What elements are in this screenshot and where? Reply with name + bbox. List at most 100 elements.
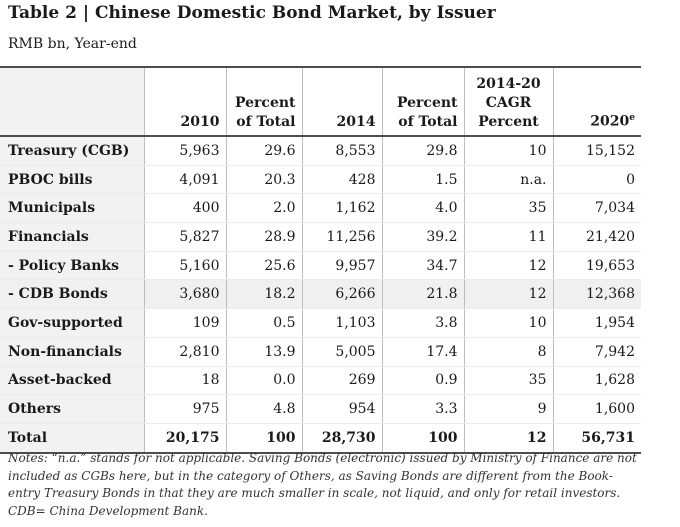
percent-2010: 4.8 — [226, 394, 303, 424]
table-row: Asset-backed 18 0.0 269 0.9 35 1,628 — [0, 366, 641, 396]
value-2010: 20,175 — [144, 422, 227, 454]
value-2014: 5,005 — [302, 337, 383, 367]
value-2020: 1,600 — [553, 394, 641, 424]
value-2010: 109 — [144, 308, 227, 338]
header-issuer — [0, 66, 145, 137]
row-label: Municipals — [0, 193, 145, 224]
value-2020: 21,420 — [553, 222, 641, 252]
value-2010: 975 — [144, 394, 227, 424]
percent-2014: 39.2 — [382, 222, 465, 252]
percent-2010: 28.9 — [226, 222, 303, 252]
value-2020: 56,731 — [553, 422, 641, 454]
value-2014: 954 — [302, 394, 383, 424]
value-2010: 2,810 — [144, 337, 227, 367]
value-2014: 1,162 — [302, 193, 383, 224]
value-2020: 7,034 — [553, 193, 641, 224]
value-2020: 7,942 — [553, 337, 641, 367]
table-row: Total 20,175 100 28,730 100 12 56,731 — [0, 422, 641, 454]
percent-2010: 18.2 — [226, 279, 303, 310]
table-row: Financials 5,827 28.9 11,256 39.2 11 21,420 — [0, 222, 641, 252]
value-2010: 5,160 — [144, 251, 227, 281]
header-row: 2010 Percent of Total 2014 Percent of Tota… — [0, 66, 641, 137]
cagr-value: 8 — [464, 337, 554, 367]
percent-2010: 20.3 — [226, 165, 303, 195]
value-2020: 1,628 — [553, 366, 641, 396]
value-2014: 28,730 — [302, 422, 383, 454]
value-2020: 1,954 — [553, 308, 641, 338]
table-row: Treasury (CGB) 5,963 29.6 8,553 29.8 10 15,152 — [0, 136, 641, 166]
header-2014: 2014 — [302, 66, 383, 137]
percent-2014: 34.7 — [382, 251, 465, 281]
row-label: - CDB Bonds — [0, 279, 145, 310]
value-2010: 18 — [144, 366, 227, 396]
value-2014: 428 — [302, 165, 383, 195]
value-2020: 0 — [553, 165, 641, 195]
cagr-value: 11 — [464, 222, 554, 252]
value-2010: 5,827 — [144, 222, 227, 252]
row-label: Non-financials — [0, 337, 145, 367]
value-2020: 12,368 — [553, 279, 641, 310]
value-2010: 3,680 — [144, 279, 227, 310]
cagr-value: 12 — [464, 422, 554, 454]
table-notes: Notes: “n.a.” stands for not applicable.… — [8, 451, 637, 518]
cagr-value: 9 — [464, 394, 554, 424]
value-2014: 11,256 — [302, 222, 383, 252]
cagr-value: 35 — [464, 193, 554, 224]
table-row: - Policy Banks 5,160 25.6 9,957 34.7 12 19,653 — [0, 251, 641, 281]
row-label: Others — [0, 394, 145, 424]
percent-2014: 100 — [382, 422, 465, 454]
table-row: Non-financials 2,810 13.9 5,005 17.4 8 7,942 — [0, 337, 641, 367]
value-2014: 269 — [302, 366, 383, 396]
percent-2014: 0.9 — [382, 366, 465, 396]
cagr-value: 10 — [464, 136, 554, 166]
cagr-value: 10 — [464, 308, 554, 338]
header-2020: 2020e — [553, 66, 641, 137]
header-cagr: 2014-20 CAGR Percent — [464, 66, 554, 137]
table-title: Table 2 | Chinese Domestic Bond Market, … — [8, 3, 496, 23]
row-label: PBOC bills — [0, 165, 145, 195]
value-2010: 400 — [144, 193, 227, 224]
table-row: Municipals 400 2.0 1,162 4.0 35 7,034 — [0, 193, 641, 224]
cagr-value: 12 — [464, 251, 554, 281]
percent-2010: 25.6 — [226, 251, 303, 281]
row-label: Financials — [0, 222, 145, 252]
row-label: Total — [0, 422, 145, 454]
percent-2014: 29.8 — [382, 136, 465, 166]
cagr-value: n.a. — [464, 165, 554, 195]
cagr-value: 35 — [464, 366, 554, 396]
cagr-value: 12 — [464, 279, 554, 310]
percent-2010: 29.6 — [226, 136, 303, 166]
percent-2014: 4.0 — [382, 193, 465, 224]
row-label: Treasury (CGB) — [0, 136, 145, 166]
percent-2014: 17.4 — [382, 337, 465, 367]
header-percent-2014: Percent of Total — [382, 66, 465, 137]
row-label: - Policy Banks — [0, 251, 145, 281]
row-label: Gov-supported — [0, 308, 145, 338]
value-2014: 6,266 — [302, 279, 383, 310]
percent-2010: 100 — [226, 422, 303, 454]
table-row: Gov-supported 109 0.5 1,103 3.8 10 1,954 — [0, 308, 641, 338]
percent-2014: 3.3 — [382, 394, 465, 424]
table-row: - CDB Bonds 3,680 18.2 6,266 21.8 12 12,368 — [0, 279, 641, 310]
value-2014: 1,103 — [302, 308, 383, 338]
percent-2014: 3.8 — [382, 308, 465, 338]
bond-market-table: 2010 Percent of Total 2014 Percent of Tota… — [0, 66, 641, 454]
value-2014: 9,957 — [302, 251, 383, 281]
value-2020: 15,152 — [553, 136, 641, 166]
value-2020: 19,653 — [553, 251, 641, 281]
value-2010: 5,963 — [144, 136, 227, 166]
percent-2010: 0.0 — [226, 366, 303, 396]
percent-2010: 0.5 — [226, 308, 303, 338]
row-label: Asset-backed — [0, 366, 145, 396]
value-2014: 8,553 — [302, 136, 383, 166]
table-subtitle: RMB bn, Year-end — [8, 36, 137, 52]
header-percent-2010: Percent of Total — [226, 66, 303, 137]
percent-2010: 2.0 — [226, 193, 303, 224]
table-row: Others 975 4.8 954 3.3 9 1,600 — [0, 394, 641, 424]
percent-2014: 1.5 — [382, 165, 465, 195]
percent-2010: 13.9 — [226, 337, 303, 367]
percent-2014: 21.8 — [382, 279, 465, 310]
header-2010: 2010 — [144, 66, 227, 137]
value-2010: 4,091 — [144, 165, 227, 195]
table-row: PBOC bills 4,091 20.3 428 1.5 n.a. 0 — [0, 165, 641, 195]
